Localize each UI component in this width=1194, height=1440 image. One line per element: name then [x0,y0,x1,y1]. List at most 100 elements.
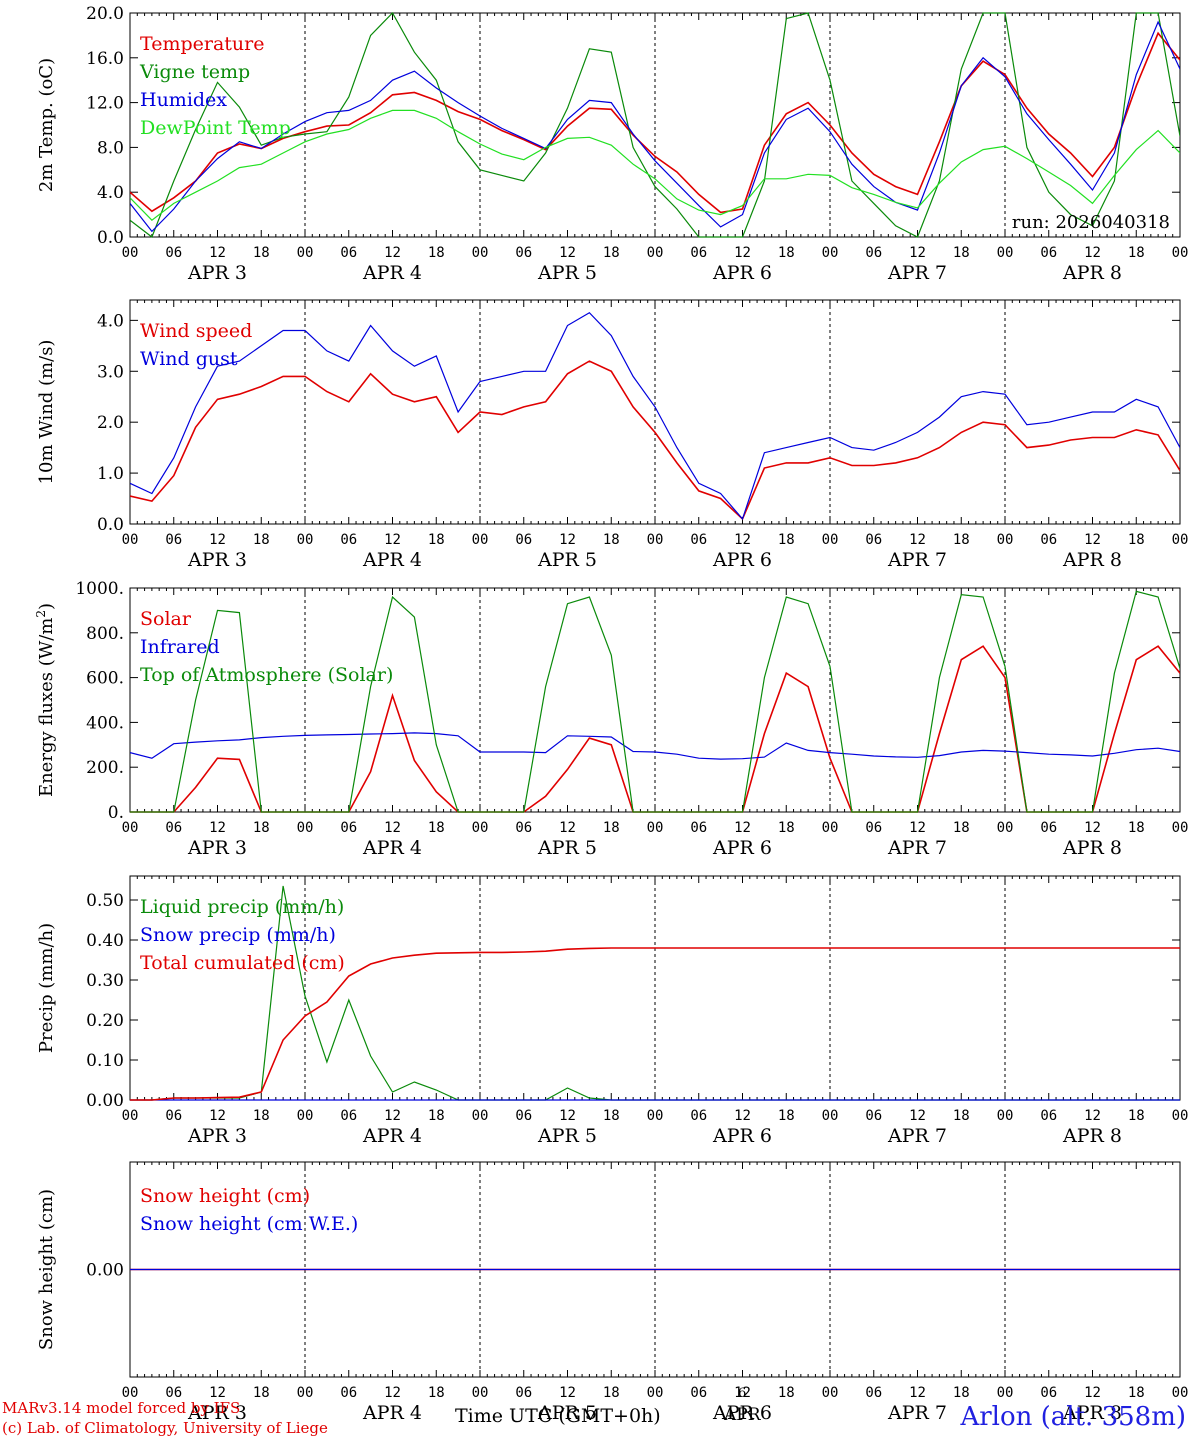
day-label: APR 8 [1062,837,1122,859]
x-tick-label: 00 [822,532,839,548]
y-tick-label: 16.0 [86,49,124,69]
series-line-blue [130,311,1180,521]
x-tick-label: 12 [384,820,401,836]
y-tick-label: 4.0 [97,183,124,203]
x-tick-label: 12 [734,1108,751,1124]
x-tick-label: 06 [165,245,182,261]
x-tick-label: 12 [1084,820,1101,836]
lab-credit-line: (c) Lab. of Climatology, University of L… [2,1419,328,1437]
y-tick-label: 800. [86,624,124,644]
x-tick-label: 06 [515,820,532,836]
x-tick-label: 00 [1172,532,1189,548]
x-tick-label: 18 [1128,532,1145,548]
station-title: Arlon (alt. 358m) [960,1402,1186,1432]
x-tick-label: 18 [1128,820,1145,836]
y-tick-label: 12.0 [86,94,124,114]
x-tick-label: 00 [122,1108,139,1124]
run-annotation: run: 2026040318 [1012,212,1170,233]
x-tick-label: 06 [865,820,882,836]
y-tick-label: 2.0 [97,413,124,433]
day-label: APR 4 [362,837,422,859]
day-label: APR 3 [187,1125,247,1147]
x-tick-label: 00 [297,1108,314,1124]
x-tick-label: 12 [209,532,226,548]
legend-entry: Wind gust [140,348,238,370]
day-label: APR 3 [187,1402,247,1424]
legend-entry: Temperature [140,33,264,55]
y-tick-label: 0.0 [97,515,124,535]
day-label: APR 8 [1062,262,1122,284]
day-label: APR 7 [887,549,947,571]
day-label: APR 6 [712,1125,772,1147]
x-tick-label: 06 [690,820,707,836]
day-label: APR 7 [887,1125,947,1147]
x-tick-label: 00 [822,1108,839,1124]
plot-frame [129,587,1181,813]
x-tick-label: 12 [559,1385,576,1401]
x-tick-label: 12 [909,1385,926,1401]
x-tick-label: 18 [778,820,795,836]
x-tick-label: 06 [165,1108,182,1124]
x-tick-label: 06 [690,1385,707,1401]
x-tick-label: 18 [953,820,970,836]
series-line-green [130,12,1180,238]
x-tick-label: 00 [997,532,1014,548]
x-tick-label: 00 [297,245,314,261]
x-tick-label: 18 [953,245,970,261]
series-line-lightgreen [130,109,1180,221]
panel-1: 00 06 12 18 00 06 12 18 00 06 12 18 00 06 12 18 00 06 12 18… [36,4,1188,284]
x-tick-label: 00 [122,532,139,548]
center-month-label: APR [724,1405,761,1425]
y-tick-label: 1000. [75,579,124,599]
y-tick-label: 0.50 [86,891,124,911]
x-tick-label: 18 [1128,245,1145,261]
x-tick-label: 00 [472,1108,489,1124]
y-axis-label: Precip (mm/h) [36,923,57,1053]
y-tick-label: 0.20 [86,1011,124,1031]
x-tick-label: 06 [340,245,357,261]
x-tick-label: 06 [690,1108,707,1124]
model-credit-line: MARv3.14 model forced by IFS [2,1399,241,1417]
x-tick-label: 00 [997,1108,1014,1124]
x-tick-label: 18 [953,532,970,548]
day-label: APR 5 [537,1402,597,1424]
x-tick-label: 06 [340,532,357,548]
x-tick-label: 06 [690,245,707,261]
series-line-red [130,31,1180,214]
x-tick-label: 12 [384,1385,401,1401]
x-tick-label: 06 [1040,245,1057,261]
x-tick-label: 12 [909,532,926,548]
x-tick-label: 18 [253,1385,270,1401]
y-tick-label: 4.0 [97,311,124,331]
y-tick-label: 0.00 [86,1091,124,1111]
day-label: APR 6 [712,837,772,859]
x-tick-label: 00 [297,820,314,836]
x-tick-label: 12 [734,245,751,261]
day-label: APR 5 [537,262,597,284]
x-tick-label: 18 [603,532,620,548]
series-line-blue [130,20,1180,233]
day-label: APR 4 [362,1125,422,1147]
x-tick-label: 18 [778,245,795,261]
y-tick-label: 0.00 [86,1261,124,1281]
x-tick-label: 18 [603,1385,620,1401]
x-tick-label: 00 [997,1385,1014,1401]
y-tick-label: 0.0 [97,228,124,248]
x-tick-label: 18 [428,532,445,548]
x-tick-label: 12 [209,820,226,836]
x-tick-label: 12 [384,532,401,548]
x-tick-label: 06 [865,1385,882,1401]
y-tick-label: 0.40 [86,931,124,951]
x-tick-label: 18 [778,1108,795,1124]
y-tick-label: 1.0 [97,464,124,484]
x-tick-label: 12 [734,1385,751,1401]
x-tick-label: 06 [340,1108,357,1124]
x-tick-label: 00 [1172,245,1189,261]
legend-entry: Snow height (cm) [140,1185,310,1207]
day-label: APR 8 [1062,549,1122,571]
y-tick-label: 0. [108,803,124,823]
y-tick-label: 3.0 [97,362,124,382]
time-axis-label: Time UTC (GMT+0h) [455,1405,661,1427]
x-tick-label: 00 [997,245,1014,261]
x-tick-label: 12 [559,1108,576,1124]
